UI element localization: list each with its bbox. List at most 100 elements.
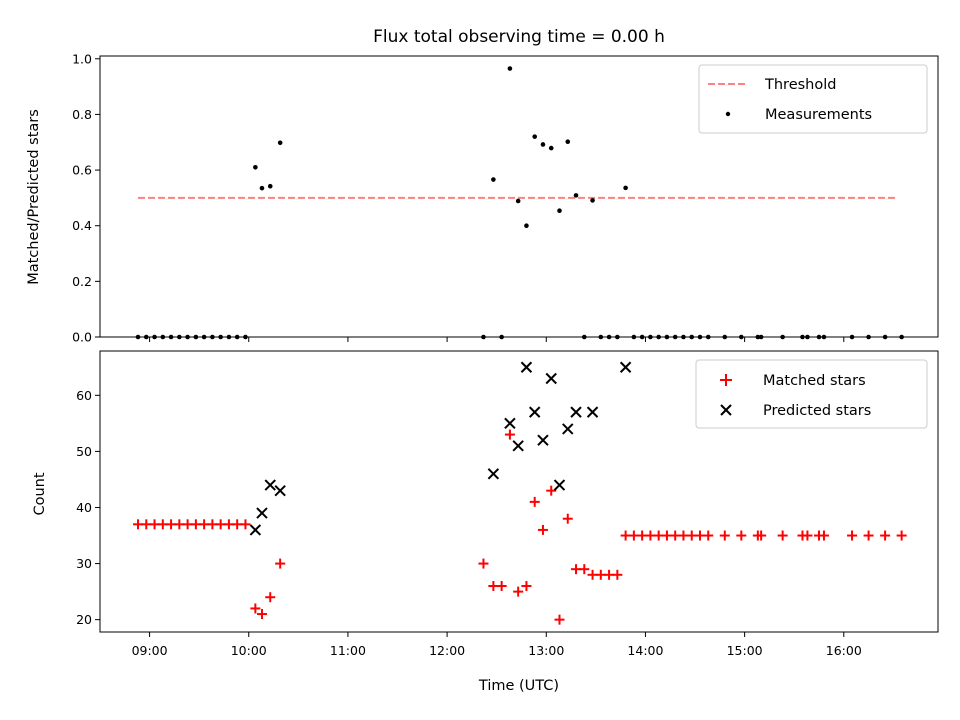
matched-star-point xyxy=(719,530,730,541)
measurement-point xyxy=(623,185,628,191)
bottom-legend: Matched stars Predicted stars xyxy=(695,359,928,429)
predicted-star-point xyxy=(520,361,533,373)
predicted-star-point xyxy=(619,361,632,373)
matched-star-point xyxy=(529,496,540,507)
x-axis-label: Time (UTC) xyxy=(478,678,559,694)
bottom-y-tick-label: 40 xyxy=(76,500,92,515)
top-legend: Threshold Measurements xyxy=(698,64,928,134)
matched-legend-marker xyxy=(720,374,732,386)
matched-star-point xyxy=(496,581,507,592)
measurement-point xyxy=(540,142,546,147)
measurement-point xyxy=(507,66,513,71)
measurement-point xyxy=(590,198,595,203)
matched-star-point xyxy=(579,564,590,575)
bottom-legend-box xyxy=(695,359,928,429)
measurement-point xyxy=(253,164,258,170)
bottom-y-tick-label: 30 xyxy=(76,556,92,571)
x-tick-label: 09:00 xyxy=(132,643,168,658)
top-panel: Flux total observing time = 0.00 h Match… xyxy=(26,27,939,345)
predicted-star-point xyxy=(504,417,516,430)
matched-star-point xyxy=(896,530,907,541)
top-y-tick-label: 1.0 xyxy=(72,51,92,66)
matched-star-point xyxy=(802,530,813,541)
predicted-star-point xyxy=(274,484,286,497)
predicted-star-point xyxy=(249,524,262,536)
measurement-point xyxy=(524,223,529,229)
measurement-point xyxy=(565,139,571,144)
matched-star-point xyxy=(478,558,489,569)
matched-star-point xyxy=(265,592,276,603)
predicted-star-point xyxy=(487,468,500,480)
bottom-y-tick-label: 20 xyxy=(76,612,92,627)
matched-star-point xyxy=(513,586,524,597)
predicted-star-point xyxy=(586,406,599,418)
predicted-star-point xyxy=(562,423,574,435)
matched-star-point xyxy=(521,581,532,592)
matched-legend-label: Matched stars xyxy=(763,373,866,389)
predicted-star-point xyxy=(570,406,582,418)
measurements-legend-label: Measurements xyxy=(765,107,872,123)
top-axes-content: 0.0 0.2 0.4 0.6 0.8 1.0 xyxy=(72,51,904,345)
measurements-legend-marker xyxy=(725,111,731,117)
matched-star-point xyxy=(756,530,767,541)
top-y-tick-label: 0.6 xyxy=(72,163,92,178)
matched-star-point xyxy=(504,429,515,440)
measurement-point xyxy=(532,134,538,139)
matched-star-point xyxy=(546,485,557,496)
matched-star-point xyxy=(847,530,858,541)
predicted-star-point xyxy=(264,479,276,491)
predicted-star-point xyxy=(553,479,566,491)
predicted-star-point xyxy=(256,507,268,519)
x-tick-label: 10:00 xyxy=(231,643,267,658)
measurement-point xyxy=(259,185,265,191)
matched-star-point xyxy=(703,530,714,541)
matched-star-point xyxy=(777,530,788,541)
matched-star-point xyxy=(818,530,829,541)
top-y-tick-label: 0.4 xyxy=(72,218,92,233)
matched-star-point xyxy=(275,558,286,569)
measurement-point xyxy=(557,208,562,213)
measurement-point xyxy=(573,193,579,198)
bottom-y-tick-label: 50 xyxy=(76,444,92,459)
predicted-legend-marker xyxy=(720,404,732,416)
matched-star-point xyxy=(256,609,267,620)
measurement-point xyxy=(277,140,283,146)
matched-star-point xyxy=(537,524,548,535)
measurement-point xyxy=(491,177,496,182)
bottom-axes-content: 20 30 40 50 60 09:00 10:00 11:00 12:00 13:00 14:00… xyxy=(76,361,907,658)
matched-star-point xyxy=(554,614,565,625)
bottom-axes-frame xyxy=(99,350,939,633)
top-chart-title: Flux total observing time = 0.00 h xyxy=(373,27,665,47)
x-tick-label: 14:00 xyxy=(627,643,663,658)
top-axes-frame xyxy=(99,55,939,338)
measurement-point xyxy=(267,183,273,189)
measurement-point xyxy=(548,145,554,151)
matched-star-point xyxy=(240,519,251,530)
predicted-star-point xyxy=(537,434,549,446)
measurement-point xyxy=(515,198,521,204)
matched-star-point xyxy=(612,569,623,580)
x-tick-label: 13:00 xyxy=(528,643,564,658)
bottom-panel: Count Time (UTC) 20 30 40 50 60 09:00 10:00 11:… xyxy=(32,350,939,694)
predicted-star-point xyxy=(545,372,557,385)
matched-star-point xyxy=(736,530,747,541)
top-y-axis-label: Matched/Predicted stars xyxy=(26,109,42,285)
x-tick-label: 12:00 xyxy=(429,643,465,658)
bottom-y-tick-label: 60 xyxy=(76,388,92,403)
matched-star-point xyxy=(250,603,261,614)
threshold-legend-label: Threshold xyxy=(764,77,836,93)
x-tick-label: 11:00 xyxy=(330,643,366,658)
top-legend-box xyxy=(698,64,928,134)
matched-star-point xyxy=(863,530,874,541)
top-y-tick-label: 0.0 xyxy=(72,330,92,345)
top-y-tick-label: 0.2 xyxy=(72,274,92,289)
predicted-star-point xyxy=(512,440,524,452)
x-tick-label: 15:00 xyxy=(727,643,763,658)
matched-star-point xyxy=(562,513,573,524)
x-tick-label: 16:00 xyxy=(826,643,862,658)
predicted-star-point xyxy=(528,406,541,418)
matched-star-point xyxy=(880,530,891,541)
predicted-legend-label: Predicted stars xyxy=(763,403,871,419)
top-y-tick-label: 0.8 xyxy=(72,107,92,122)
